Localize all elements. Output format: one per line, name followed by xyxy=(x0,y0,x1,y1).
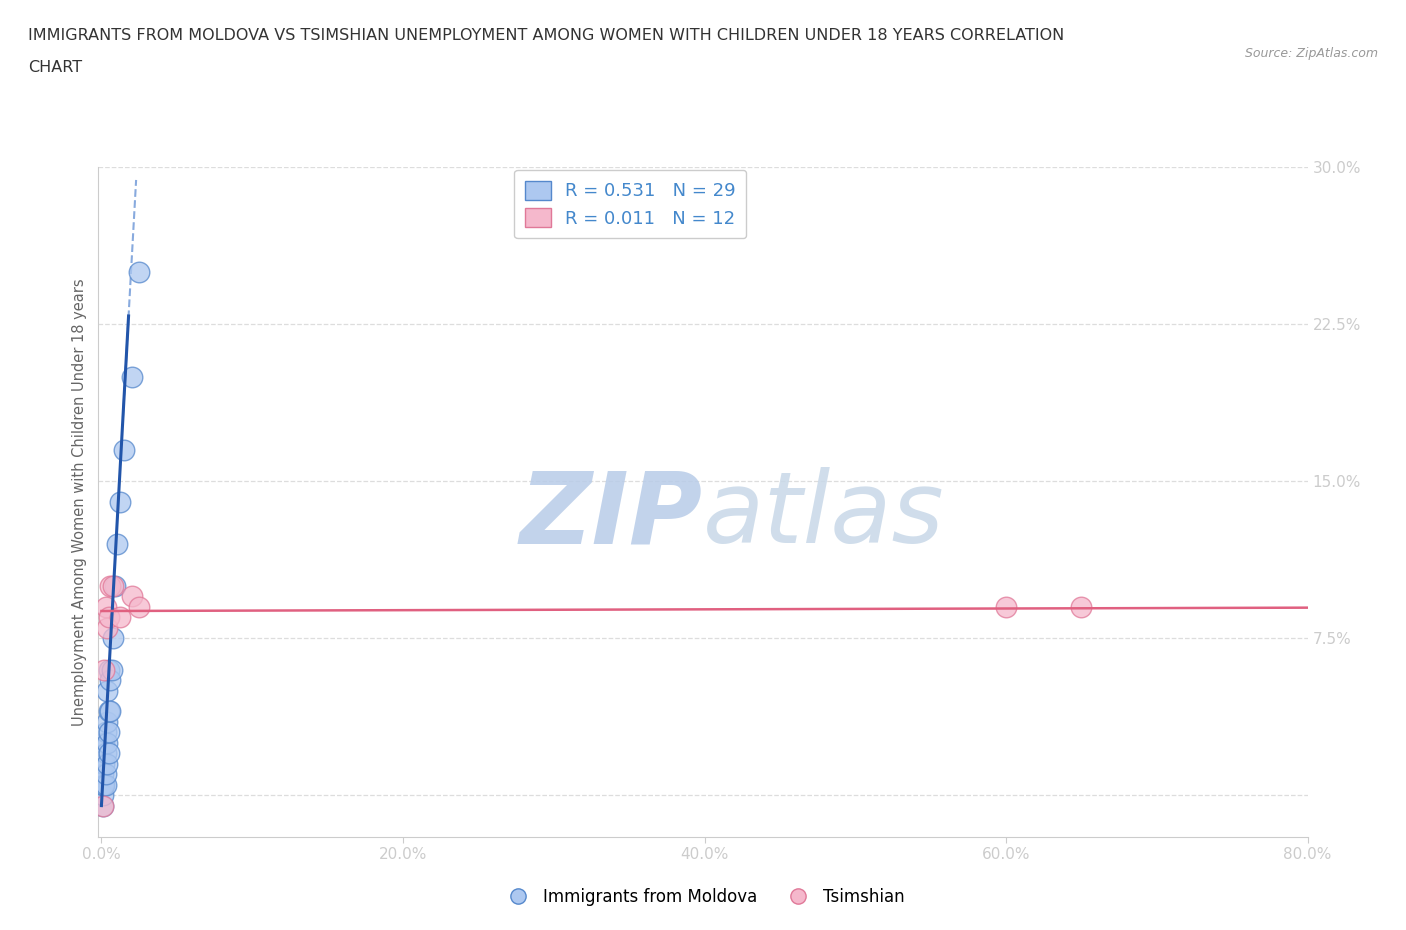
Point xyxy=(91,798,114,813)
Point xyxy=(995,600,1018,615)
Point xyxy=(103,578,125,593)
Point xyxy=(100,578,122,593)
Point xyxy=(91,766,114,781)
Point xyxy=(91,777,114,792)
Point xyxy=(96,714,118,729)
Point xyxy=(94,766,117,781)
Point xyxy=(94,777,117,792)
Point xyxy=(108,495,131,510)
Point xyxy=(96,683,118,698)
Y-axis label: Unemployment Among Women with Children Under 18 years: Unemployment Among Women with Children U… xyxy=(72,278,87,726)
Point xyxy=(121,369,143,384)
Legend: Immigrants from Moldova, Tsimshian: Immigrants from Moldova, Tsimshian xyxy=(495,881,911,912)
Point xyxy=(105,537,128,551)
Point xyxy=(98,704,121,719)
Legend: R = 0.531   N = 29, R = 0.011   N = 12: R = 0.531 N = 29, R = 0.011 N = 12 xyxy=(515,170,747,238)
Point xyxy=(128,265,150,280)
Point xyxy=(121,589,143,604)
Point xyxy=(103,631,125,645)
Point xyxy=(91,788,114,803)
Text: atlas: atlas xyxy=(703,467,945,565)
Point xyxy=(91,798,114,813)
Point xyxy=(94,600,117,615)
Point xyxy=(93,736,115,751)
Point xyxy=(98,610,121,625)
Point xyxy=(101,662,124,677)
Point xyxy=(112,443,135,458)
Point xyxy=(108,610,131,625)
Point xyxy=(98,746,121,761)
Point xyxy=(94,746,117,761)
Point xyxy=(96,620,118,635)
Text: CHART: CHART xyxy=(28,60,82,75)
Point xyxy=(1070,600,1092,615)
Text: IMMIGRANTS FROM MOLDOVA VS TSIMSHIAN UNEMPLOYMENT AMONG WOMEN WITH CHILDREN UNDE: IMMIGRANTS FROM MOLDOVA VS TSIMSHIAN UNE… xyxy=(28,28,1064,43)
Point xyxy=(100,704,122,719)
Point xyxy=(96,736,118,751)
Point xyxy=(128,600,150,615)
Text: ZIP: ZIP xyxy=(520,467,703,565)
Point xyxy=(93,662,115,677)
Point xyxy=(93,756,115,771)
Point xyxy=(96,756,118,771)
Point xyxy=(98,662,121,677)
Point xyxy=(94,725,117,740)
Point xyxy=(100,672,122,687)
Text: Source: ZipAtlas.com: Source: ZipAtlas.com xyxy=(1244,46,1378,60)
Point xyxy=(98,725,121,740)
Point xyxy=(104,578,127,593)
Point xyxy=(93,777,115,792)
